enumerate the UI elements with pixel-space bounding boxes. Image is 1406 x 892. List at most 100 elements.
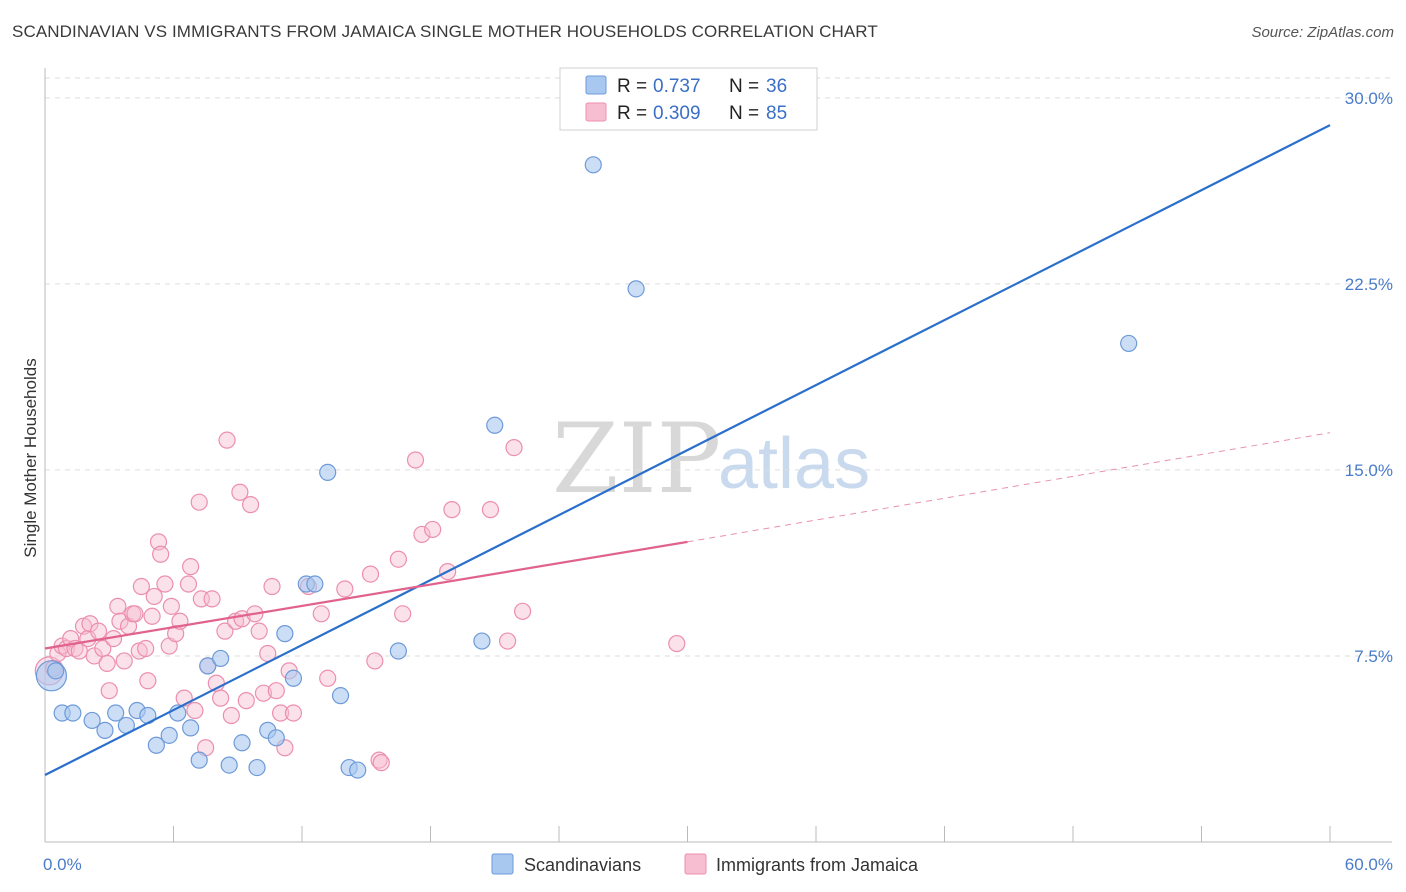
point-jamaica xyxy=(149,533,168,551)
point-jamaica xyxy=(216,622,234,640)
point-jamaica xyxy=(319,669,337,687)
point-jamaica xyxy=(413,525,431,544)
point-scandinavians xyxy=(331,687,350,705)
point-scandinavians xyxy=(248,758,266,777)
point-jamaica xyxy=(263,577,281,596)
y-tick-label: 30.0% xyxy=(1345,89,1393,108)
x-tick-label-max: 60.0% xyxy=(1345,855,1393,874)
point-scandinavians xyxy=(220,756,238,774)
point-jamaica xyxy=(182,558,200,576)
x-axis xyxy=(44,68,1392,843)
point-jamaica xyxy=(513,602,532,620)
point-scandinavians xyxy=(147,736,165,754)
point-scandinavians xyxy=(212,649,230,668)
point-jamaica xyxy=(89,622,108,640)
point-jamaica xyxy=(267,682,285,700)
legend-n-label-1: N = xyxy=(729,76,759,97)
point-scandinavians xyxy=(1120,334,1138,353)
point-jamaica xyxy=(370,751,388,769)
point-jamaica xyxy=(312,605,330,623)
y-tick-label: 22.5% xyxy=(1345,275,1393,294)
legend-r-value-2: 0.309 xyxy=(653,103,701,124)
point-jamaica xyxy=(98,654,116,673)
point-scandinavians xyxy=(349,761,367,779)
point-scandinavians xyxy=(233,734,251,752)
legend-n-value-1: 36 xyxy=(766,76,787,97)
point-jamaica xyxy=(152,545,170,563)
y-tick-label: 15.0% xyxy=(1345,461,1393,480)
point-jamaica xyxy=(336,580,354,598)
point-jamaica xyxy=(394,605,412,623)
point-scandinavians xyxy=(107,704,125,722)
point-jamaica xyxy=(499,632,517,650)
point-scandinavians xyxy=(486,416,504,434)
chart-title: SCANDINAVIAN VS IMMIGRANTS FROM JAMAICA … xyxy=(12,22,878,41)
point-scandinavians xyxy=(276,625,294,643)
point-jamaica xyxy=(242,496,260,514)
point-scandinavians xyxy=(584,156,602,174)
point-scandinavians xyxy=(96,721,114,739)
point-jamaica xyxy=(361,565,380,583)
point-jamaica xyxy=(111,612,129,630)
point-jamaica xyxy=(250,622,268,640)
series-legend: Scandinavians Immigrants from Jamaica xyxy=(491,853,919,875)
y-tick-label: 7.5% xyxy=(1354,647,1393,666)
point-jamaica xyxy=(443,501,461,519)
point-jamaica xyxy=(115,652,133,670)
point-scandinavians xyxy=(389,642,407,660)
legend-swatch-scandinavians xyxy=(585,75,607,95)
series-legend-label-jamaica: Immigrants from Jamaica xyxy=(716,855,919,875)
point-jamaica xyxy=(372,754,390,772)
point-jamaica xyxy=(100,682,118,700)
point-jamaica xyxy=(109,597,127,615)
point-jamaica xyxy=(481,501,500,519)
series-scandinavians-points xyxy=(35,156,1138,779)
point-jamaica xyxy=(406,451,425,469)
x-tick-label-min: 0.0% xyxy=(43,855,82,874)
point-jamaica xyxy=(218,431,236,449)
source-credit: Source: ZipAtlas.com xyxy=(1251,24,1394,41)
grid-lines xyxy=(45,77,1392,657)
point-scandinavians xyxy=(199,657,217,675)
point-jamaica xyxy=(424,520,442,539)
point-scandinavians xyxy=(627,280,645,298)
y-axis-label: Single Mother Households xyxy=(21,358,40,557)
watermark-atlas: atlas xyxy=(718,424,870,504)
legend-n-value-2: 85 xyxy=(766,103,787,124)
point-jamaica xyxy=(284,704,303,722)
legend-r-label-1: R = xyxy=(617,76,647,97)
point-jamaica xyxy=(186,701,204,720)
point-jamaica xyxy=(126,605,144,623)
point-jamaica xyxy=(190,493,208,511)
correlation-legend: R = 0.737 N = 36 R = 0.309 N = 85 xyxy=(559,67,818,131)
series-legend-label-scandinavians: Scandinavians xyxy=(524,855,641,875)
point-jamaica xyxy=(162,597,180,615)
watermark-zip: ZIP xyxy=(552,403,721,515)
point-scandinavians xyxy=(160,726,178,744)
series-legend-swatch-scandinavians xyxy=(491,853,514,875)
point-jamaica xyxy=(145,587,163,606)
point-scandinavians xyxy=(83,711,101,730)
point-jamaica xyxy=(231,483,249,501)
point-jamaica xyxy=(179,575,198,593)
y-tick-labels: 7.5% 15.0% 22.5% 30.0% xyxy=(1345,89,1393,666)
point-scandinavians xyxy=(190,751,208,769)
point-jamaica xyxy=(143,607,161,625)
point-jamaica xyxy=(137,639,155,658)
point-jamaica xyxy=(132,577,150,596)
point-jamaica xyxy=(254,684,273,702)
legend-r-value-1: 0.737 xyxy=(653,76,701,97)
point-jamaica xyxy=(389,550,407,568)
trend-line-jamaica xyxy=(44,540,688,650)
legend-n-label-2: N = xyxy=(729,103,759,124)
point-jamaica xyxy=(366,652,384,670)
trend-lines xyxy=(44,124,1331,777)
point-jamaica xyxy=(505,438,523,457)
point-scandinavians xyxy=(473,632,491,650)
point-scandinavians xyxy=(64,704,82,722)
point-scandinavians xyxy=(267,729,285,747)
point-scandinavians xyxy=(182,719,200,737)
series-legend-swatch-jamaica xyxy=(684,853,707,875)
legend-swatch-jamaica xyxy=(585,102,607,122)
